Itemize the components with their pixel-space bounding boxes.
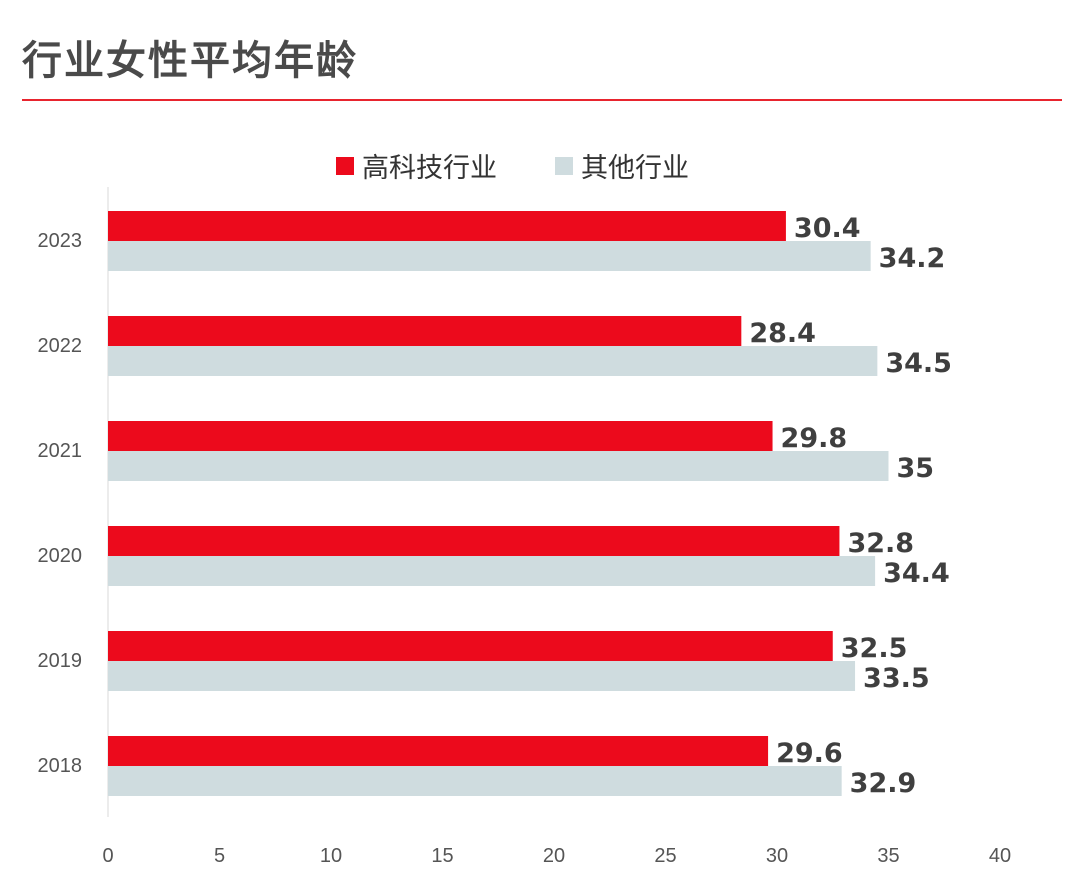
data-label: 34.5 xyxy=(885,348,952,379)
x-tick-label: 0 xyxy=(102,845,113,867)
bar-other xyxy=(108,241,871,271)
data-label: 32.5 xyxy=(841,633,908,664)
data-label: 32.8 xyxy=(847,528,914,559)
x-tick-label: 35 xyxy=(877,845,899,867)
x-tick-label: 10 xyxy=(320,845,342,867)
bar-other xyxy=(108,556,876,586)
data-label: 34.2 xyxy=(879,243,946,274)
title-divider xyxy=(22,99,1062,101)
data-label: 35 xyxy=(897,453,935,484)
bar-other xyxy=(108,451,889,481)
y-tick-label: 2018 xyxy=(38,755,83,777)
data-label: 29.8 xyxy=(781,423,848,454)
bar-high-tech xyxy=(108,421,773,451)
bar-other xyxy=(108,346,878,376)
bar-high-tech xyxy=(108,526,840,556)
x-tick-label: 40 xyxy=(989,845,1011,867)
legend-swatch-other xyxy=(555,156,573,175)
data-label: 30.4 xyxy=(794,213,861,244)
data-label: 28.4 xyxy=(749,318,816,349)
x-tick-label: 15 xyxy=(431,845,453,867)
data-label: 32.9 xyxy=(850,768,917,799)
bar-high-tech xyxy=(108,211,786,241)
x-tick-label: 25 xyxy=(654,845,676,867)
bar-other xyxy=(108,661,856,691)
bar-high-tech xyxy=(108,316,742,346)
page-title: 行业女性平均年龄 xyxy=(22,38,358,84)
data-label: 29.6 xyxy=(776,738,843,769)
legend-item-high-tech: 高科技行业 xyxy=(336,146,497,185)
legend-item-other: 其他行业 xyxy=(555,146,689,185)
x-tick-label: 30 xyxy=(766,845,788,867)
chart-legend: 高科技行业 其他行业 xyxy=(336,146,747,185)
x-tick-label: 5 xyxy=(214,845,225,867)
legend-label-other: 其他行业 xyxy=(581,153,689,184)
bar-high-tech xyxy=(108,631,833,661)
y-tick-label: 2019 xyxy=(38,650,83,672)
legend-swatch-high-tech xyxy=(336,156,354,175)
data-label: 33.5 xyxy=(863,663,930,694)
y-tick-label: 2021 xyxy=(38,440,83,462)
y-tick-label: 2020 xyxy=(38,545,83,567)
y-tick-label: 2022 xyxy=(38,335,83,357)
x-tick-label: 20 xyxy=(543,845,565,867)
data-label: 34.4 xyxy=(883,558,950,589)
bar-other xyxy=(108,766,842,796)
bar-high-tech xyxy=(108,736,769,766)
legend-label-high-tech: 高科技行业 xyxy=(362,153,497,184)
y-tick-label: 2023 xyxy=(38,230,83,252)
